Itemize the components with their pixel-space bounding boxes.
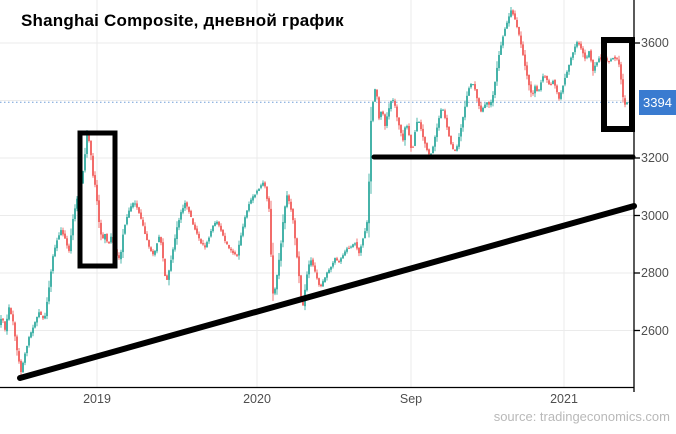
x-axis-label-2020: 2020 [243, 392, 271, 406]
gridlines [0, 0, 634, 388]
y-axis-label-3600: 3600 [641, 36, 669, 50]
y-axis-label-3000: 3000 [641, 208, 669, 223]
chart-title: Shanghai Composite, дневной график [21, 11, 344, 30]
annotation-highlight-rect-1 [77, 130, 118, 269]
current-price-badge: 3394 [639, 90, 676, 115]
y-axis-label-2800: 2800 [641, 266, 669, 280]
x-axis-label-2019: 2019 [83, 392, 111, 406]
source-attribution: source: tradingeconomics.com [493, 409, 670, 424]
annotation-highlight-rect-2 [601, 37, 635, 132]
axes [0, 0, 640, 392]
y-axis-label-3200: 3200 [641, 151, 669, 165]
candlestick-series [0, 7, 628, 376]
annotation-trend-line [17, 203, 637, 381]
y-axis-label-2600: 2600 [641, 323, 669, 338]
x-axis-label-Sep: Sep [399, 392, 423, 406]
x-axis-label-2021: 2021 [550, 392, 578, 406]
